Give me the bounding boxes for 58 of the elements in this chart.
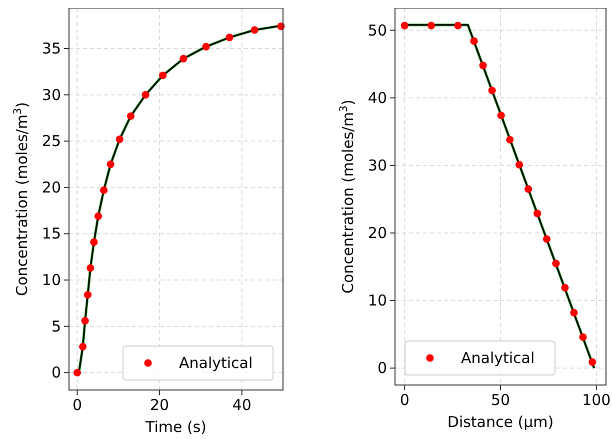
point xyxy=(516,160,524,169)
y-tick-label: 50 xyxy=(368,21,387,40)
point xyxy=(226,34,234,42)
legend-label: Analytical xyxy=(461,349,535,367)
point xyxy=(534,210,542,218)
x-axis-title: Distance (μm) xyxy=(447,413,554,431)
point xyxy=(427,22,436,30)
point xyxy=(479,62,487,70)
point xyxy=(126,112,135,120)
point xyxy=(497,112,505,120)
point xyxy=(542,235,551,243)
point xyxy=(73,368,82,376)
point xyxy=(79,342,87,351)
x-axis-title: Time (s) xyxy=(144,418,206,436)
point xyxy=(94,212,102,220)
point xyxy=(180,54,188,62)
point xyxy=(106,160,114,168)
legend-label: Analytical xyxy=(179,354,253,372)
point xyxy=(524,185,532,193)
point xyxy=(81,316,89,325)
point xyxy=(142,91,150,99)
point xyxy=(100,186,108,194)
point xyxy=(579,333,587,341)
y-tick-label: 25 xyxy=(42,132,61,150)
point xyxy=(570,308,578,317)
point xyxy=(116,135,124,144)
x-tick-label: 20 xyxy=(150,396,170,414)
point xyxy=(506,136,514,144)
y-tick-label: 20 xyxy=(42,178,61,196)
x-tick-label: 100 xyxy=(582,391,611,409)
point xyxy=(488,86,496,94)
point xyxy=(454,22,462,30)
point xyxy=(159,72,167,80)
x-tick-label: 0 xyxy=(400,391,410,409)
y-tick-label: 20 xyxy=(368,224,387,242)
y-tick-label: 35 xyxy=(42,40,61,58)
y-tick-label: 0 xyxy=(377,359,387,378)
y-tick-label: 30 xyxy=(42,86,61,104)
point xyxy=(250,26,258,34)
point xyxy=(86,264,94,272)
y-tick-label: 5 xyxy=(51,317,61,336)
point xyxy=(552,260,560,268)
y-tick-label: 30 xyxy=(368,156,387,174)
x-tick-label: 0 xyxy=(72,396,82,414)
point xyxy=(400,22,408,30)
y-tick-label: 10 xyxy=(368,292,387,310)
point xyxy=(588,358,596,366)
x-tick-label: 40 xyxy=(232,396,252,414)
y-tick-label: 10 xyxy=(42,271,61,290)
y-tick-label: 15 xyxy=(42,224,61,243)
point xyxy=(470,37,478,45)
x-tick-label: 50 xyxy=(490,391,510,409)
point xyxy=(561,284,569,292)
point xyxy=(84,291,92,299)
point xyxy=(90,238,98,246)
y-tick-label: 0 xyxy=(51,364,61,382)
y-tick-label: 40 xyxy=(368,88,387,107)
point xyxy=(202,42,210,50)
